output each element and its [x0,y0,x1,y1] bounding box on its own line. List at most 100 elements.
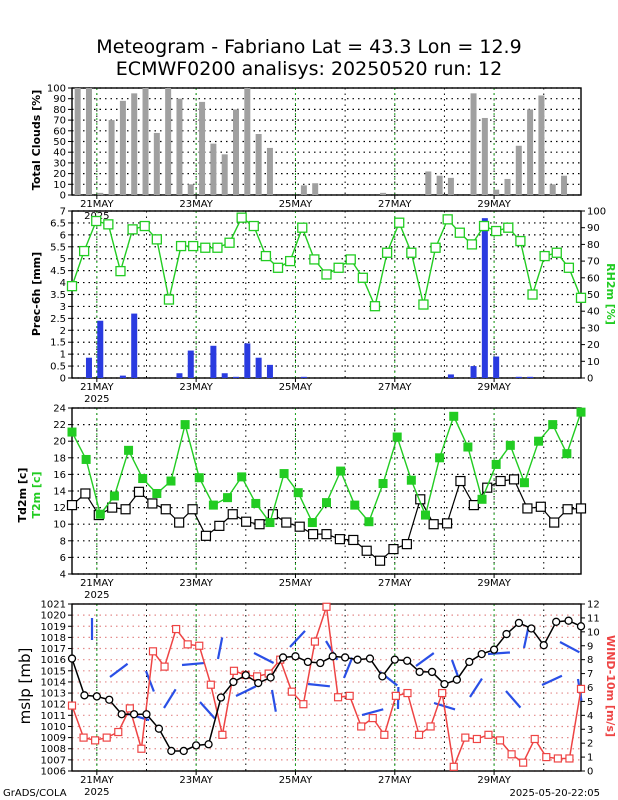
precip-bar [266,364,273,378]
temp-frame [71,407,582,575]
precip-bar [221,373,228,378]
cloud-bar [119,100,126,195]
mslp-point [204,740,213,749]
mslp-point [576,622,586,631]
wind-point [160,662,169,671]
td2m-point [107,502,118,513]
press-xtick-label: 27MAY [378,775,412,786]
rh-point [260,250,272,262]
precip-xtick-label: 25MAY [279,382,313,393]
rh-point [503,222,514,233]
td2m-point [308,529,319,540]
t2m-point [534,436,544,446]
cloud-bar [504,178,511,195]
chart-title-line2: ECMWF0200 analisys: 20250520 run: 12 [116,58,502,80]
mslp-point [353,655,362,664]
t2m-point [350,500,360,510]
td2m-point [401,539,412,550]
clouds-ytick-label: 50 [53,137,66,148]
precip-bar [233,376,240,378]
precip-xtick-label: 23MAY [179,382,213,393]
temp-ytick-label: 20 [53,437,66,448]
press-xtick-label: 21MAY [80,775,114,786]
mslp-point [266,673,275,682]
press-year-label: 2025 [84,787,109,798]
cloud-bar [97,192,104,195]
cloud-bar [481,117,488,195]
cloud-bar [142,88,149,195]
cloud-bar [425,171,432,195]
rh-point [491,225,502,237]
precip-ytick-label: 6.5 [50,218,66,229]
wind-barb [505,690,522,709]
wind-point [218,730,227,739]
rh-point [297,222,308,233]
wind-point [380,730,389,739]
precip-bar [300,376,307,378]
rh-point [575,292,587,303]
t2m-point [519,478,529,488]
wind-point [519,758,528,767]
clouds-xtick-label: 23MAY [179,199,213,210]
press-rtick-label: 4 [587,711,593,722]
press-ytick-label: 1016 [41,655,66,666]
rh-point [115,265,126,277]
press-rtick-label: 11 [587,613,600,624]
wind-point [299,700,308,709]
td2m-point [468,500,479,511]
cloud-bar [74,88,81,195]
wind-barb [270,689,277,712]
precip-bar [210,345,217,378]
t2m-point [293,488,303,498]
rh-point [369,301,381,312]
precip-rtick-label: 70 [587,257,600,268]
mslp-point [328,652,337,661]
wind-point [357,722,366,731]
cloud-bar [233,109,240,195]
t2m-point [180,420,190,430]
mslp-point [539,641,548,650]
precip-bar [119,375,126,378]
press-rtick-label: 9 [587,641,593,652]
td2m-point [428,519,439,530]
t2m-point [67,427,77,437]
mslp-point [477,649,486,659]
rh-point [212,242,223,253]
wind-barb [216,637,224,660]
rh-axis-label: RH2m [%] [604,263,617,325]
mslp-point [92,692,101,701]
wind-point [195,641,204,650]
t2m-point [420,510,430,520]
precip-bar [187,350,194,378]
mslp-point [514,618,524,628]
t2m-point [307,518,317,528]
rh-point [357,272,369,283]
wind-point [495,736,505,745]
wind-point [148,647,158,656]
rh-point [309,254,320,265]
press-rtick-label: 3 [587,725,593,736]
rh-point [333,262,344,273]
clouds-axis-label: Total Clouds [%] [30,90,43,190]
td2m-point [294,521,305,532]
mslp-point [67,654,77,663]
precip-year-label: 2025 [84,394,109,405]
t2m-point [435,453,445,463]
footer-right: 2025-05-20-22:05 [509,788,600,799]
mslp-point [564,616,573,625]
wind-point [114,727,123,737]
precip-ytick-label: 1.5 [50,338,66,349]
precip-bar [515,376,522,378]
press-ytick-label: 1019 [41,622,66,633]
mslp-point [527,624,536,633]
t2m-point [322,498,331,508]
mslp-point [278,653,288,662]
td2m-point [174,517,185,528]
clouds-xtick-label: 29MAY [477,199,511,210]
cloud-bar [244,88,251,195]
t2m-point [449,411,459,421]
mslp-point [452,675,462,684]
press-rtick-label: 8 [587,655,593,666]
temp-ytick-label: 18 [53,453,66,464]
rh-point [248,220,259,232]
